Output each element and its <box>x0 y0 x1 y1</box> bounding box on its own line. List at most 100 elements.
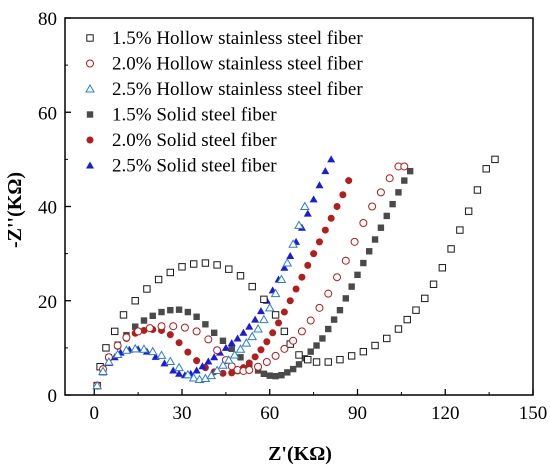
data-point <box>421 294 429 303</box>
x-tick-label: 60 <box>260 403 279 424</box>
data-point <box>327 214 335 222</box>
data-point <box>247 331 258 341</box>
data-point <box>376 188 385 197</box>
data-point <box>276 274 287 284</box>
data-point <box>175 369 184 377</box>
data-point <box>145 324 154 333</box>
legend-marker <box>85 83 95 93</box>
data-point <box>299 201 310 210</box>
legend-entry: 1.5% Hollow stainless steel fiber <box>86 28 363 49</box>
data-point <box>188 373 199 382</box>
data-point <box>193 313 200 320</box>
data-point <box>260 370 268 377</box>
data-point <box>254 362 263 371</box>
data-point <box>336 306 344 314</box>
data-point <box>218 360 228 369</box>
legend-label: 2.5% Hollow stainless steel fiber <box>112 79 363 100</box>
data-point <box>245 359 253 367</box>
y-tick-label: 60 <box>38 103 57 124</box>
data-point <box>253 324 263 333</box>
data-point <box>184 308 192 316</box>
legend-label: 2.0% Hollow stainless steel fiber <box>112 54 363 75</box>
data-point <box>263 338 271 346</box>
data-point <box>324 358 332 366</box>
data-point <box>266 372 273 379</box>
data-point <box>239 328 248 336</box>
plot-frame <box>64 17 534 396</box>
x-tick-label: 150 <box>519 403 548 424</box>
data-point <box>198 362 207 370</box>
data-point <box>368 202 377 211</box>
data-point <box>204 335 213 344</box>
data-point <box>464 207 473 215</box>
data-point <box>104 357 114 366</box>
data-point <box>201 259 210 267</box>
data-point <box>295 351 303 359</box>
data-point <box>456 226 464 234</box>
data-point <box>491 155 499 164</box>
data-point <box>330 316 338 323</box>
data-point <box>339 191 347 199</box>
legend-marker <box>86 34 94 42</box>
data-point <box>395 189 402 196</box>
data-point <box>112 349 123 358</box>
data-point <box>298 273 306 281</box>
data-point <box>213 261 221 269</box>
data-point <box>303 209 312 217</box>
data-point <box>312 358 321 366</box>
data-point <box>233 334 242 342</box>
data-point <box>143 285 151 293</box>
data-point <box>348 283 355 290</box>
data-point <box>321 167 330 175</box>
series-3 <box>92 201 310 390</box>
data-point <box>294 220 304 229</box>
data-point <box>166 268 175 277</box>
data-point <box>204 357 213 365</box>
data-point <box>178 263 186 271</box>
y-tick-label: 80 <box>38 9 57 30</box>
data-point <box>229 349 240 359</box>
x-tick-label: 30 <box>173 403 192 424</box>
legend-label: 2.5% Solid steel fiber <box>112 156 277 177</box>
data-point <box>227 339 236 347</box>
data-point <box>315 238 323 246</box>
data-point <box>262 358 271 367</box>
data-point <box>269 329 277 337</box>
data-point <box>306 316 315 325</box>
data-point <box>182 369 193 379</box>
data-point <box>154 275 163 284</box>
data-point <box>271 311 280 319</box>
x-axis-title: Z'(KΩ) <box>268 443 332 465</box>
data-point <box>122 333 131 342</box>
axes-layer: 0 30 60 90 120 150 0 20 40 60 80 <box>38 9 547 424</box>
data-point <box>350 237 359 246</box>
data-point <box>270 288 281 298</box>
data-point <box>406 167 414 175</box>
legend-entry: 2.5% Hollow stainless steel fiber <box>85 79 363 100</box>
data-point <box>241 338 252 347</box>
data-point <box>360 259 367 267</box>
data-point <box>213 346 222 355</box>
data-point <box>139 344 149 353</box>
data-point <box>221 343 230 351</box>
data-point <box>371 341 379 350</box>
data-point <box>140 326 148 334</box>
data-point <box>251 315 260 323</box>
data-point <box>113 341 122 350</box>
legend-label: 1.5% Hollow stainless steel fiber <box>112 28 363 49</box>
data-point <box>284 369 291 376</box>
data-point <box>304 261 312 269</box>
data-point <box>167 306 174 314</box>
data-point <box>166 331 174 339</box>
series-1 <box>93 155 499 390</box>
data-point <box>412 306 420 314</box>
legend-entry: 1.5% Solid steel fiber <box>86 105 277 126</box>
data-point <box>321 226 329 234</box>
data-point <box>256 307 265 315</box>
data-point <box>389 200 396 208</box>
data-point <box>292 285 300 293</box>
data-point <box>210 353 219 361</box>
data-point <box>184 348 192 356</box>
data-point <box>309 195 318 203</box>
